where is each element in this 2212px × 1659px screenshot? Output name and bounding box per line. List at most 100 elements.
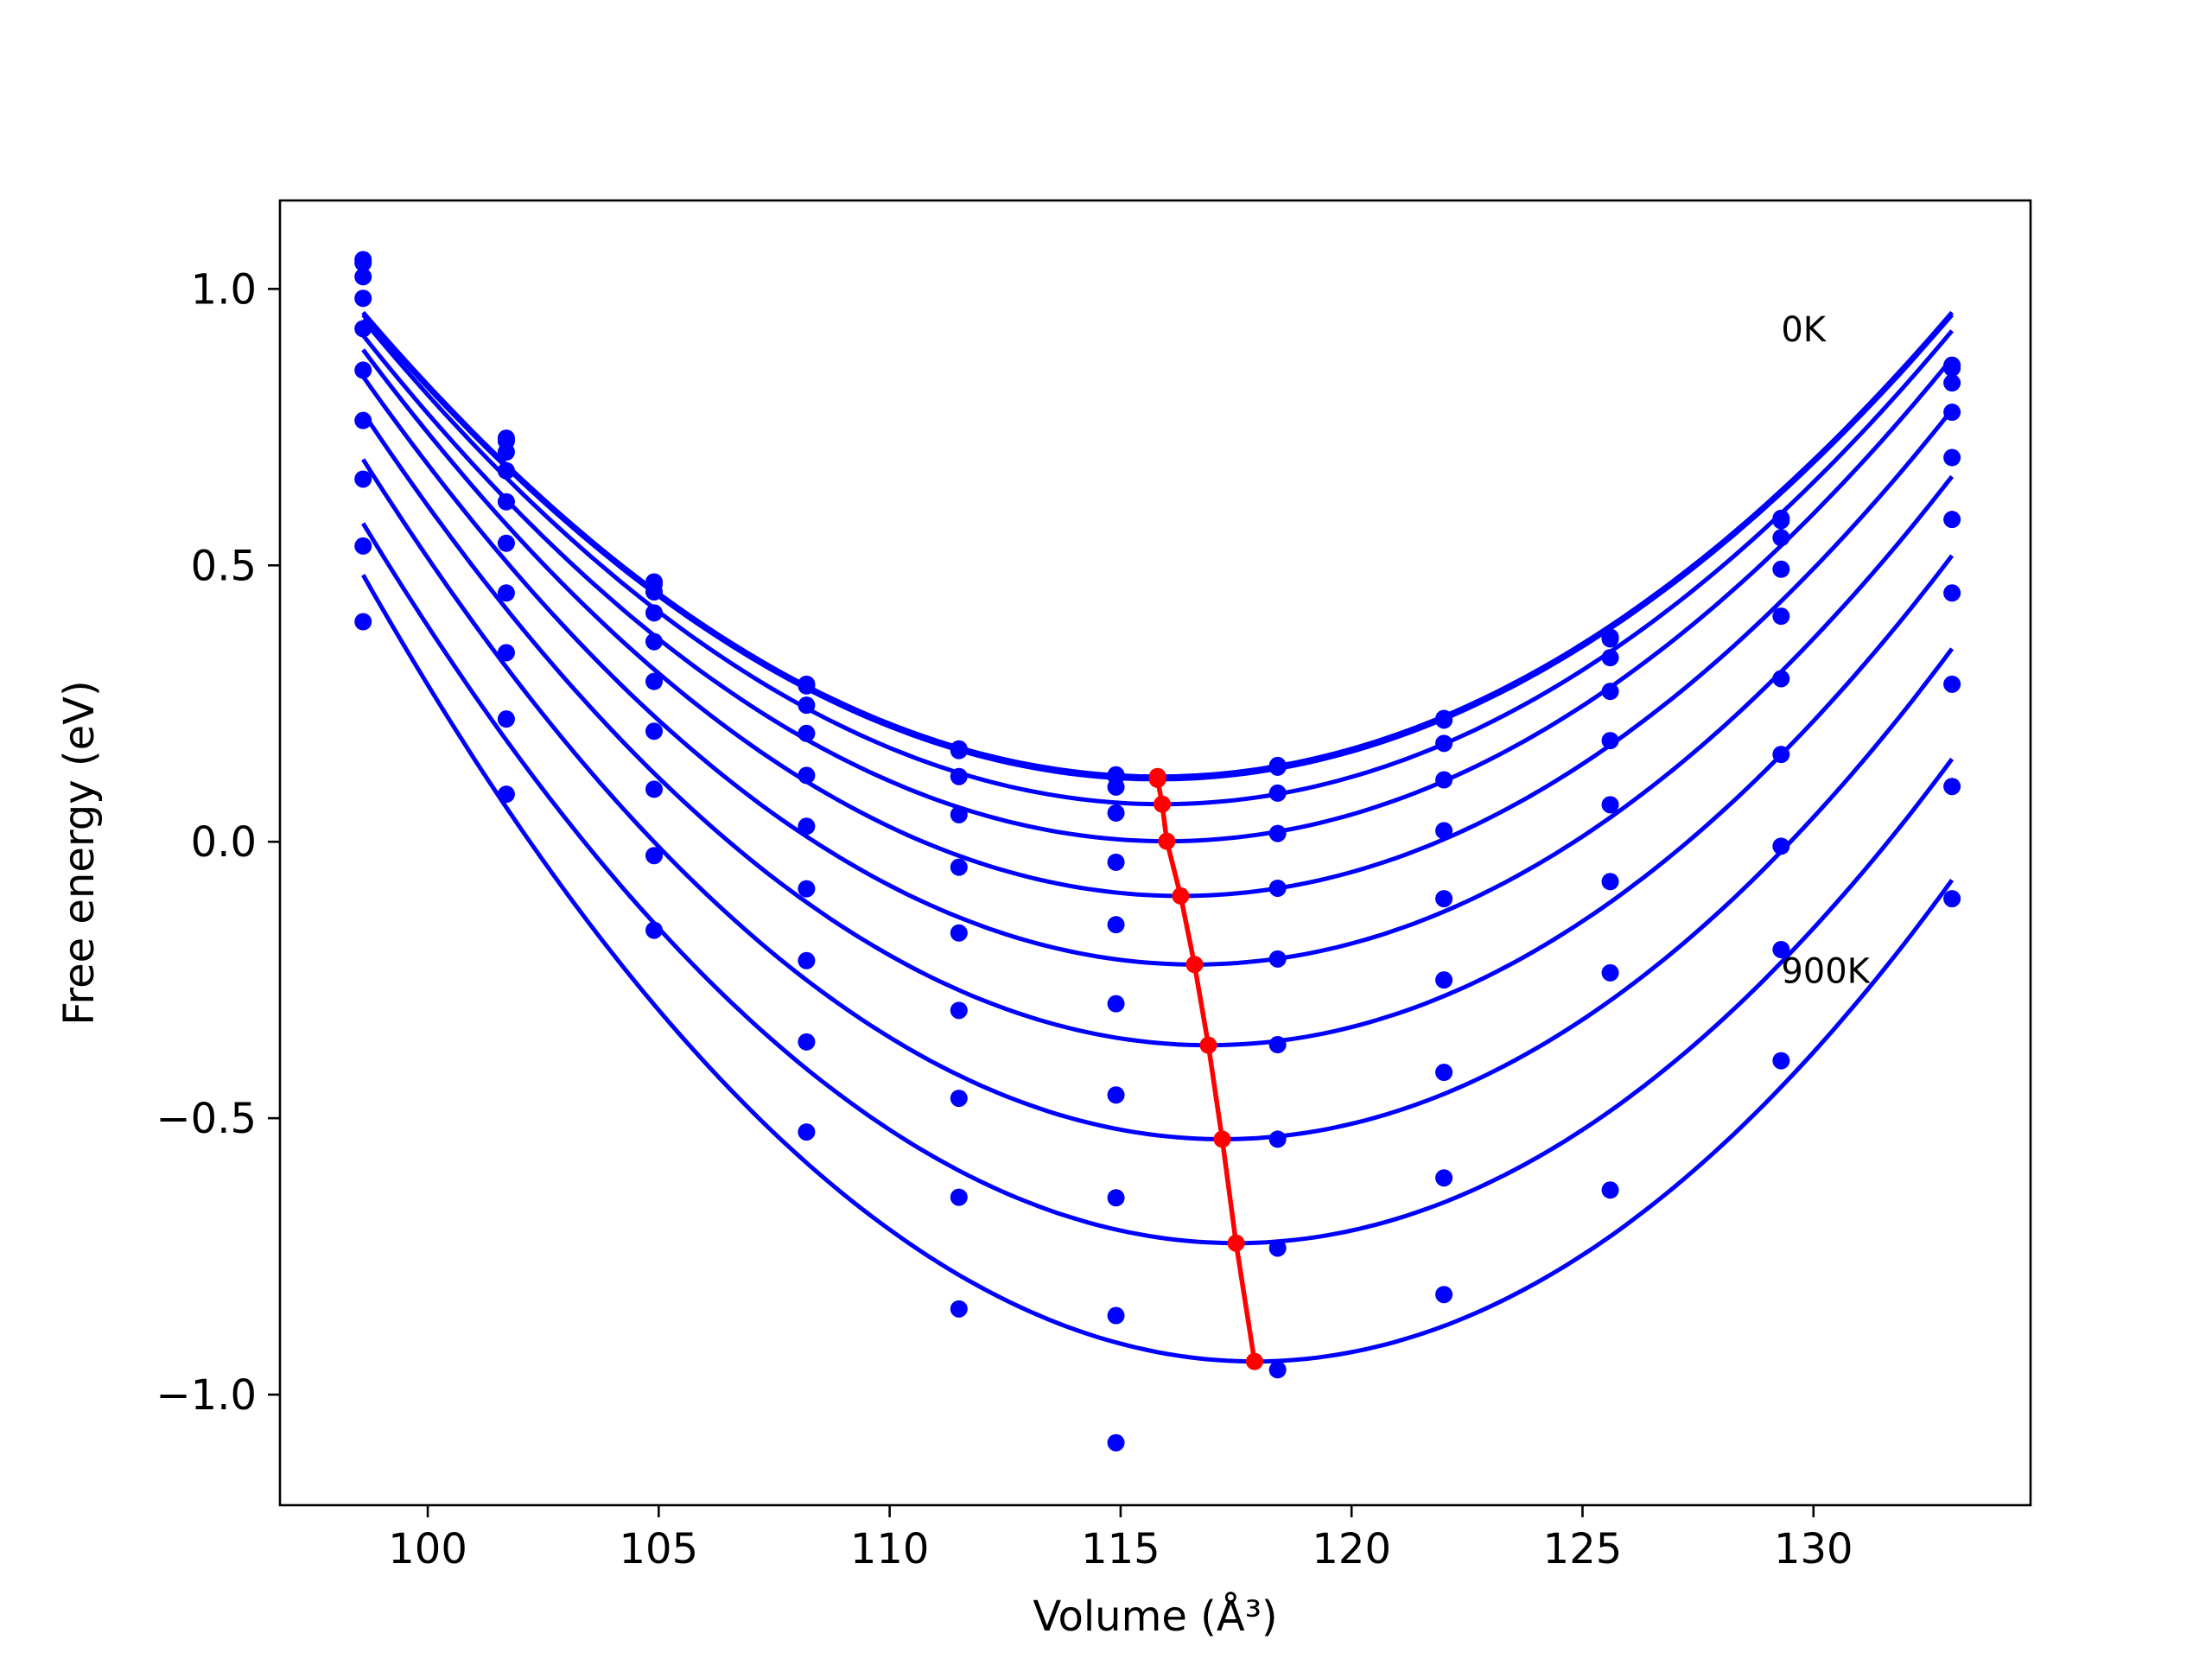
fit-curve-7	[361, 458, 1955, 1141]
y-tick-label-2: 0.0	[191, 818, 257, 867]
annotation-0: 0K	[1781, 310, 1827, 350]
data-point-s4-0	[354, 320, 372, 338]
y-axis-ticks: 1.0 0.5 0.0 −0.5 −1.0	[156, 265, 280, 1420]
data-point-s2-3	[798, 696, 816, 715]
data-point-s7-0	[354, 470, 372, 488]
data-point-extra-0	[1107, 1433, 1125, 1452]
x-tick-label-4: 120	[1312, 1525, 1391, 1573]
data-point-s9-10	[1943, 890, 1961, 908]
data-point-s7-9	[1772, 837, 1790, 855]
data-point-s3-10	[1943, 404, 1961, 422]
data-point-s9-6	[1268, 1361, 1287, 1379]
data-point-s8-9	[1772, 940, 1790, 958]
data-point-s4-3	[798, 766, 816, 785]
data-point-s9-2	[645, 921, 663, 939]
plot-area	[354, 251, 1961, 1452]
data-point-s1-8	[1601, 630, 1619, 648]
data-point-s6-9	[1772, 746, 1790, 764]
data-point-s8-0	[354, 537, 372, 555]
data-point-s5-0	[354, 361, 372, 379]
minimum-point-4	[1172, 887, 1190, 905]
data-point-s6-1	[497, 584, 515, 602]
data-point-s5-8	[1601, 796, 1619, 814]
y-axis-label: Free energy (eV)	[55, 680, 104, 1025]
data-point-s3-8	[1601, 683, 1619, 701]
data-point-s2-8	[1601, 649, 1619, 667]
data-point-s9-5	[1107, 1306, 1125, 1325]
data-point-s3-5	[1107, 804, 1125, 822]
data-point-s9-9	[1772, 1052, 1790, 1070]
fit-curve-3	[361, 334, 1955, 844]
axes: 100 105 110 115 120 125 130 1.00.50.0−0.5−1.0 …	[55, 199, 2032, 1641]
data-point-s4-4	[950, 858, 968, 876]
axes-frame	[278, 199, 2032, 1507]
data-point-s3-3	[798, 724, 816, 742]
data-point-s6-6	[1268, 1036, 1287, 1054]
data-point-s1-9	[1772, 512, 1790, 530]
data-point-s4-1	[497, 493, 515, 511]
data-point-s3-1	[497, 461, 515, 480]
data-point-s8-6	[1268, 1239, 1287, 1257]
data-point-s8-7	[1435, 1169, 1453, 1187]
data-point-s7-3	[798, 951, 816, 969]
data-point-s7-10	[1943, 675, 1961, 693]
data-point-s6-10	[1943, 584, 1961, 602]
x-tick-label-0: 100	[388, 1525, 467, 1573]
x-axis-ticks: 100 105 110 115 120 125 130	[388, 1505, 1853, 1573]
data-point-s5-5	[1107, 916, 1125, 934]
data-point-s4-5	[1107, 853, 1125, 871]
y-tick-label-3: −0.5	[156, 1095, 257, 1143]
data-point-s7-7	[1435, 1064, 1453, 1082]
data-point-s8-5	[1107, 1189, 1125, 1207]
data-point-s9-4	[950, 1300, 968, 1318]
x-tick-label-5: 125	[1543, 1525, 1623, 1573]
x-axis-label: Volume (Å³)	[1033, 1592, 1277, 1641]
data-point-s6-3	[798, 880, 816, 898]
data-point-s4-2	[645, 632, 663, 651]
data-point-s1-0	[354, 254, 372, 272]
data-point-s1-6	[1268, 758, 1287, 776]
x-tick-label-2: 110	[850, 1525, 930, 1573]
data-point-s1-10	[1943, 359, 1961, 377]
data-point-s9-3	[798, 1123, 816, 1141]
fit-curve-8	[361, 522, 1955, 1246]
data-point-s3-2	[645, 604, 663, 622]
data-point-s9-1	[497, 785, 515, 804]
data-point-s7-4	[950, 1090, 968, 1108]
data-point-s9-7	[1435, 1286, 1453, 1304]
data-point-s2-4	[950, 767, 968, 785]
data-point-s2-1	[497, 443, 515, 461]
minimum-point-8	[1227, 1234, 1245, 1252]
data-point-s2-7	[1435, 734, 1453, 753]
minimum-point-7	[1213, 1130, 1231, 1148]
data-point-s7-5	[1107, 1086, 1125, 1104]
data-point-s5-7	[1435, 890, 1453, 908]
y-tick-label-4: −1.0	[156, 1371, 257, 1420]
data-point-s8-10	[1943, 778, 1961, 796]
fit-curve-5	[361, 375, 1955, 967]
data-point-s4-8	[1601, 732, 1619, 750]
data-point-s5-6	[1268, 950, 1287, 968]
fit-curve-6	[361, 411, 1955, 1048]
data-point-s7-8	[1601, 963, 1619, 982]
data-point-s5-1	[497, 534, 515, 552]
data-point-s1-3	[798, 677, 816, 695]
data-point-s2-2	[645, 583, 663, 601]
data-point-s3-4	[950, 805, 968, 823]
data-point-s2-6	[1268, 784, 1287, 802]
data-point-s6-0	[354, 411, 372, 429]
data-point-s7-6	[1268, 1130, 1287, 1148]
minimum-point-1	[1148, 770, 1166, 788]
fit-curve-9	[361, 574, 1955, 1364]
data-point-s8-2	[645, 847, 663, 865]
data-point-s8-4	[950, 1188, 968, 1206]
data-point-s6-4	[950, 1001, 968, 1020]
data-point-s1-7	[1435, 711, 1453, 729]
data-point-s3-0	[354, 289, 372, 308]
data-point-s2-5	[1107, 778, 1125, 796]
data-point-s5-10	[1943, 511, 1961, 529]
minimum-point-2	[1154, 795, 1172, 813]
data-point-s5-9	[1772, 670, 1790, 688]
annotation-1: 900K	[1781, 951, 1871, 991]
